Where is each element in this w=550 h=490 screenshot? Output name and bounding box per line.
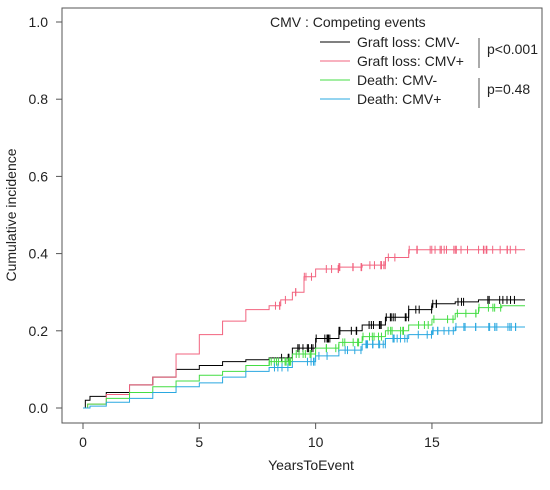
series-line [83,305,525,409]
legend-label: Death: CMV- [357,72,437,88]
series-line [83,326,525,409]
y-axis-label: Cumulative incidence [3,148,19,281]
y-tick-label: 0.2 [29,323,49,339]
series-graft-loss-cmv- [83,295,525,409]
x-tick-label: 0 [79,434,87,450]
legend-pvalue-2: p=0.48 [487,81,530,97]
legend-pvalue-1: p<0.001 [487,41,538,57]
y-tick-label: 0.0 [29,400,49,416]
series-death-cmv- [83,303,525,409]
censor-marks [274,245,517,310]
x-axis-label: YearsToEvent [268,457,354,473]
censor-marks [268,303,502,366]
legend-label: Death: CMV+ [357,91,441,107]
censor-marks [281,295,515,362]
y-tick-label: 0.4 [29,246,49,262]
series-death-cmv- [83,322,525,409]
y-tick-label: 0.8 [29,91,49,107]
series-line [83,249,525,409]
series-graft-loss-cmv- [83,245,525,409]
legend: CMV : Competing events p<0.001 p=0.48 Gr… [270,14,538,108]
plot-frame [61,7,543,424]
y-tick-label: 0.6 [29,168,49,184]
axes: 0.0 0.2 0.4 0.6 0.8 1.0 0 5 10 15 [29,7,543,450]
y-tick-label: 1.0 [29,14,49,30]
x-tick-label: 5 [195,434,203,450]
legend-label: Graft loss: CMV- [357,34,460,50]
x-tick-label: 15 [424,434,440,450]
censor-marks [273,322,517,372]
legend-title: CMV : Competing events [270,14,426,30]
x-tick-label: 10 [308,434,324,450]
plot-area [83,245,525,409]
legend-label: Graft loss: CMV+ [357,53,464,69]
